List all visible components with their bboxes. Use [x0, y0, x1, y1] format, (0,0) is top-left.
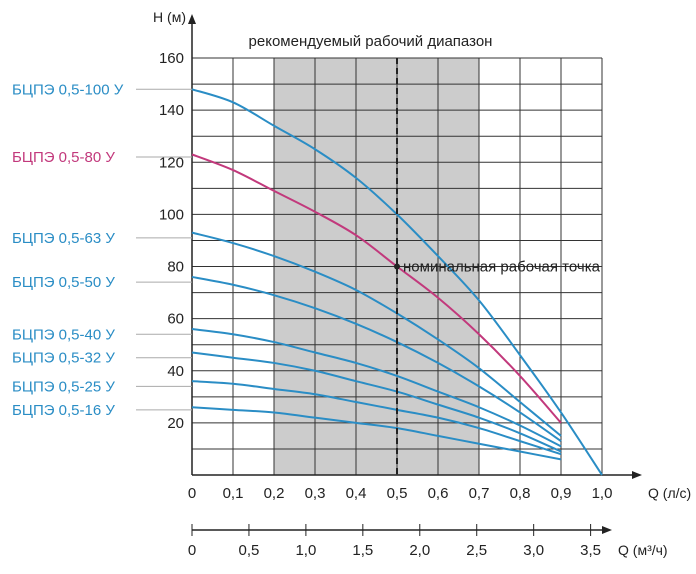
y-tick-label: 80	[167, 259, 184, 276]
series-label: БЦПЭ 0,5-100 У	[12, 81, 124, 98]
series-label: БЦПЭ 0,5-63 У	[12, 230, 115, 247]
series-line-1	[191, 153, 562, 424]
y-axis-arrow	[188, 14, 196, 24]
series-lines	[191, 88, 603, 476]
secondary-tick-label: 2,5	[466, 542, 487, 559]
secondary-tick-label: 1,5	[352, 542, 373, 559]
y-tick-label: 20	[167, 415, 184, 432]
y-tick-label: 160	[159, 50, 184, 67]
secondary-axis-title: Q (м³/ч)	[618, 542, 668, 558]
x-axis-arrow	[632, 471, 642, 479]
y-tick-label: 40	[167, 363, 184, 380]
annotations: номинальная рабочая точка рекомендуемый р…	[249, 33, 601, 475]
series-label: БЦПЭ 0,5-32 У	[12, 350, 115, 367]
series-line-2	[191, 231, 562, 437]
axes: 20 40 60 80 100 120 140 160 0 0,1 0,2 0,3 0,4 0,5 0,6 0…	[153, 9, 691, 559]
x-tick-label: 0,7	[469, 485, 490, 502]
series-labels: БЦПЭ 0,5-100 У БЦПЭ 0,5-80 У БЦПЭ 0,5-63 У…	[12, 81, 192, 419]
series-label: БЦПЭ 0,5-25 У	[12, 378, 115, 395]
secondary-axis-arrow	[602, 526, 612, 534]
secondary-tick-label: 0	[188, 542, 196, 559]
y-tick-label: 60	[167, 311, 184, 328]
x-tick-label: 0,3	[305, 485, 326, 502]
series-line-0	[191, 88, 603, 476]
nominal-point-label: номинальная рабочая точка	[403, 259, 601, 276]
x-tick-label: 0	[188, 485, 196, 502]
x-axis-title: Q (л/с)	[648, 485, 691, 501]
x-tick-label: 0,2	[264, 485, 285, 502]
nominal-point-marker	[394, 263, 400, 270]
y-tick-label: 120	[159, 154, 184, 171]
series-label: БЦПЭ 0,5-16 У	[12, 402, 115, 419]
x-tick-label: 0,4	[346, 485, 367, 502]
series-line-6	[191, 380, 562, 456]
x-tick-label: 0,8	[510, 485, 531, 502]
x-tick-label: 0,5	[387, 485, 408, 502]
secondary-tick-label: 0,5	[239, 542, 260, 559]
series-line-7	[191, 406, 562, 461]
series-label: БЦПЭ 0,5-50 У	[12, 274, 115, 291]
y-tick-label: 100	[159, 206, 184, 223]
recommended-range-label: рекомендуемый рабочий диапазон	[249, 33, 493, 50]
series-line-5	[191, 351, 562, 453]
secondary-tick-label: 3,0	[523, 542, 544, 559]
secondary-tick-label: 1,0	[295, 542, 316, 559]
series-line-3	[191, 275, 562, 442]
x-tick-label: 0,6	[428, 485, 449, 502]
x-tick-label: 0,9	[551, 485, 572, 502]
series-label: БЦПЭ 0,5-40 У	[12, 326, 115, 343]
secondary-tick-label: 3,5	[580, 542, 601, 559]
x-tick-label: 1,0	[592, 485, 613, 502]
y-tick-label: 140	[159, 102, 184, 119]
y-axis-title: H (м)	[153, 9, 186, 25]
x-tick-label: 0,1	[223, 485, 244, 502]
series-label: БЦПЭ 0,5-80 У	[12, 149, 115, 166]
series-line-4	[191, 328, 562, 448]
secondary-tick-label: 2,0	[409, 542, 430, 559]
